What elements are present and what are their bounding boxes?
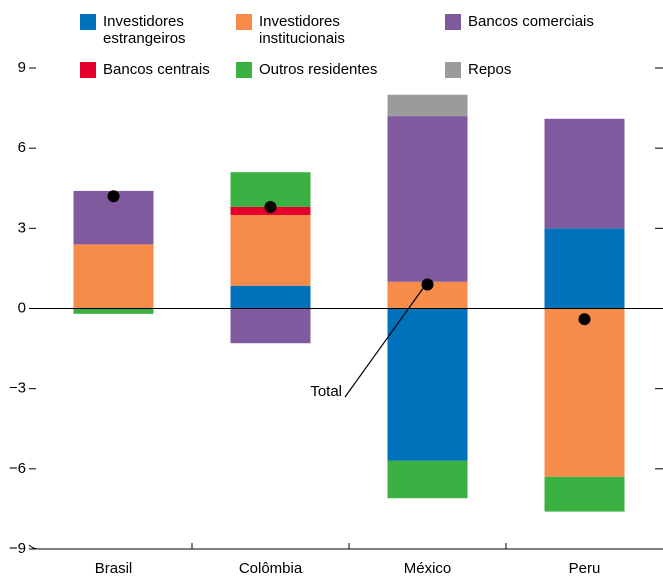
bar-segment xyxy=(230,214,311,286)
bar-segment xyxy=(544,118,625,229)
plot: −9 −6 −3 0 3 6 9 Brasil Colômbia México Peru Invest… xyxy=(9,13,663,577)
legend-swatch xyxy=(445,62,461,78)
legend-label: Bancos comerciais xyxy=(468,13,594,30)
legend-label: Investidores estrangeiros xyxy=(103,13,188,47)
legend-swatch xyxy=(80,62,96,78)
bar-segment xyxy=(387,94,468,117)
bar-segment xyxy=(73,244,154,309)
y-tick-label: −9 xyxy=(9,540,26,557)
x-tick-label: Brasil xyxy=(95,560,133,577)
y-tick-label: 9 xyxy=(18,59,26,76)
bar-segment xyxy=(387,116,468,282)
y-tick-label: 6 xyxy=(18,139,26,156)
x-axis xyxy=(28,544,663,550)
y-tick-label: 0 xyxy=(18,299,26,316)
annotation-line xyxy=(344,286,425,398)
total-dot xyxy=(578,313,591,326)
x-tick-label: Colômbia xyxy=(239,560,303,577)
total-dot xyxy=(107,190,120,203)
total-dot xyxy=(264,200,277,213)
bar-segment xyxy=(544,228,625,309)
legend-swatch xyxy=(236,62,252,78)
x-tick-label: Peru xyxy=(569,560,601,577)
legend-label: Bancos centrais xyxy=(103,61,210,78)
bar-segment xyxy=(387,308,468,461)
legend-label: Outros residentes xyxy=(259,61,377,78)
legend-label: Investidores institucionais xyxy=(259,13,345,47)
y-tick-label: −3 xyxy=(9,380,26,397)
y-tick-label: −6 xyxy=(9,460,26,477)
bar-segment xyxy=(230,308,311,344)
legend-label: Repos xyxy=(468,61,511,78)
y-tick-label: 3 xyxy=(18,219,26,236)
bar-segment xyxy=(544,308,625,477)
bar-segment xyxy=(387,460,468,499)
total-dot xyxy=(421,278,434,291)
bar-segment xyxy=(544,476,625,512)
bar-segment xyxy=(230,285,311,309)
x-tick-label: México xyxy=(404,560,452,577)
legend-swatch xyxy=(80,14,96,30)
legend-swatch xyxy=(236,14,252,30)
bar-segment xyxy=(73,308,154,314)
legend-swatch xyxy=(445,14,461,30)
annotation: Total xyxy=(310,383,342,400)
